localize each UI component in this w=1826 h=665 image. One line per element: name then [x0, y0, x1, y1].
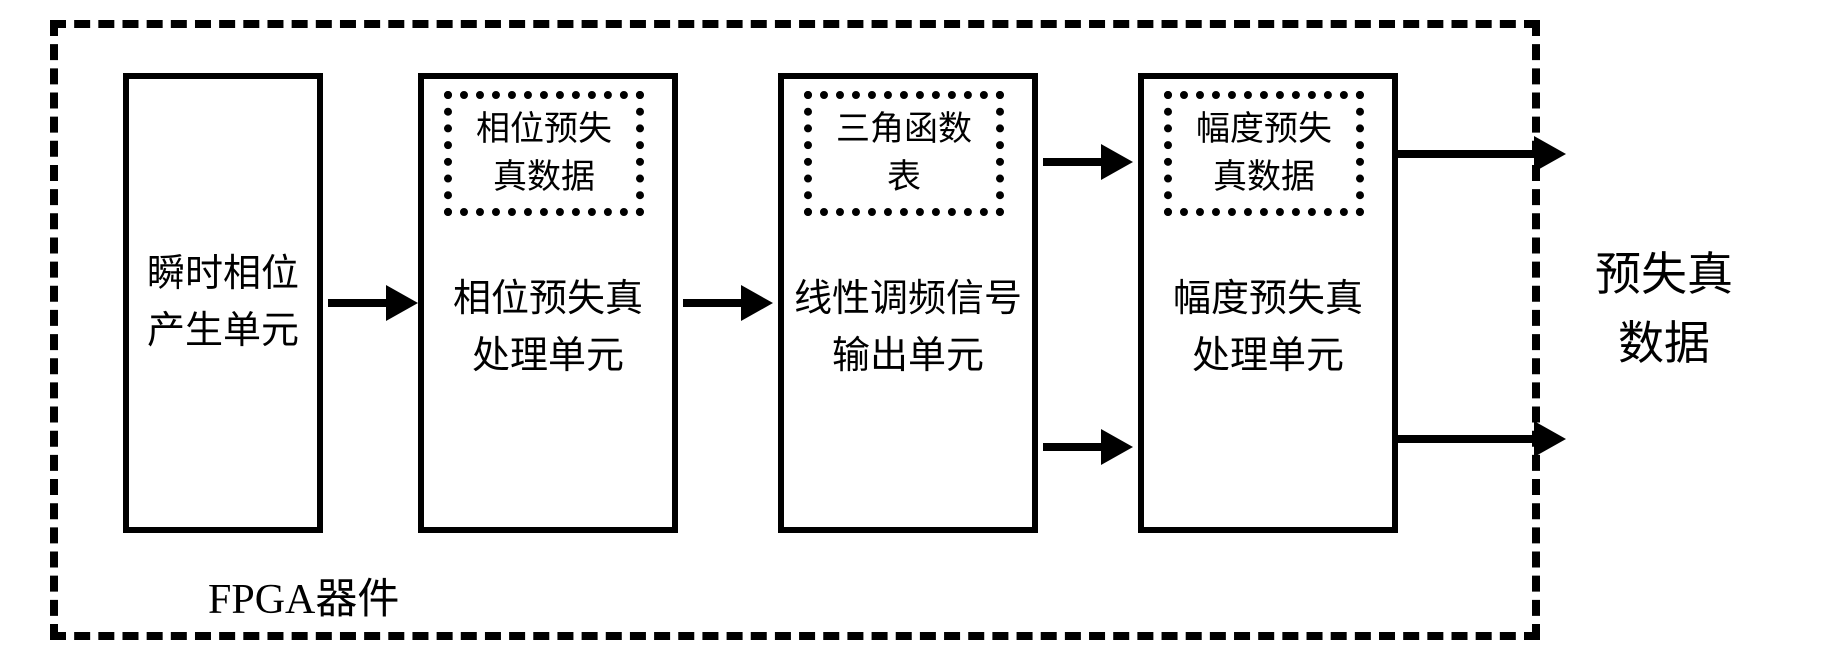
- node4-inner-box: 幅度预失 真数据: [1164, 91, 1364, 216]
- node-lfm-signal-output: 三角函数 表 线性调频信号 输出单元: [778, 73, 1038, 533]
- node-amplitude-predistortion: 幅度预失 真数据 幅度预失真 处理单元: [1138, 73, 1398, 533]
- node2-inner-box: 相位预失 真数据: [444, 91, 644, 216]
- node3-label: 线性调频信号 输出单元: [794, 271, 1022, 385]
- node3-inner-box: 三角函数 表: [804, 91, 1004, 216]
- output-label: 预失真 数据: [1595, 240, 1733, 378]
- fpga-label: FPGA器件: [208, 565, 399, 626]
- fpga-outer-box: 瞬时相位 产生单元 相位预失 真数据 相位预失真 处理单元 三角函数 表 线性调…: [50, 20, 1540, 640]
- node4-inner-label: 幅度预失 真数据: [1196, 106, 1332, 201]
- node3-inner-label: 三角函数 表: [836, 106, 972, 201]
- node2-label: 相位预失真 处理单元: [453, 271, 643, 385]
- node4-label: 幅度预失真 处理单元: [1173, 271, 1363, 385]
- node1-label: 瞬时相位 产生单元: [147, 246, 299, 360]
- node2-inner-label: 相位预失 真数据: [476, 106, 612, 201]
- node-instant-phase: 瞬时相位 产生单元: [123, 73, 323, 533]
- node-phase-predistortion: 相位预失 真数据 相位预失真 处理单元: [418, 73, 678, 533]
